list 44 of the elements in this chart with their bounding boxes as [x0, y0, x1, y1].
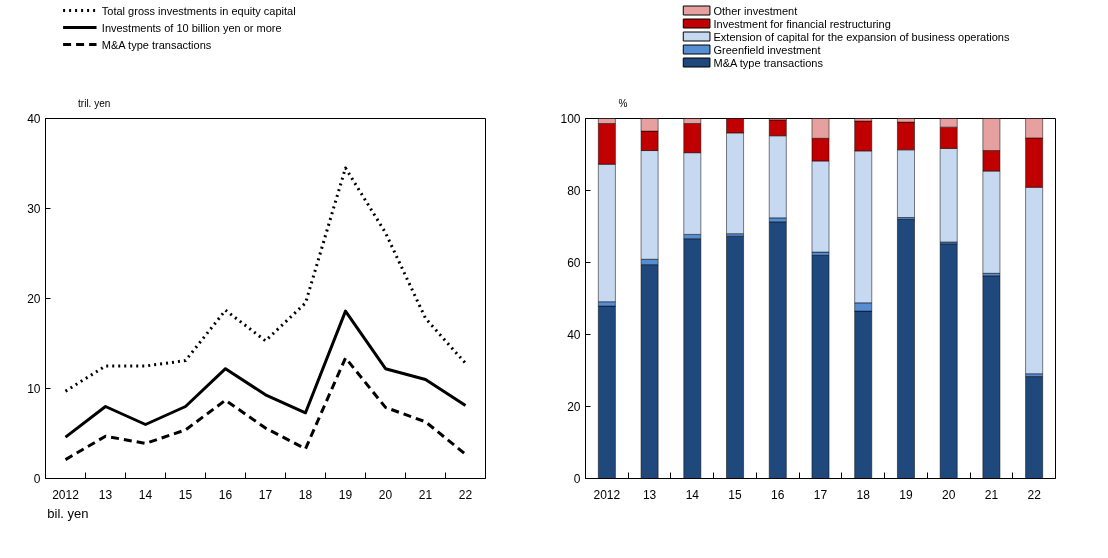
legend-label: Investment for financial restructuring	[713, 17, 891, 30]
legend-label: Extension of capital for the expansion of business operations	[713, 30, 1010, 43]
legend-label: Investments of 10 billion yen or more	[101, 21, 282, 34]
x-tick-label: 14	[138, 487, 153, 502]
x-tick-label: 13	[98, 487, 113, 502]
x-tick-label: 19	[899, 487, 913, 502]
x-tick-label: 21	[984, 487, 999, 502]
legend-label: Greenfield investment	[713, 43, 821, 56]
x-tick-label: 17	[258, 487, 273, 502]
x-tick-label: 18	[856, 487, 871, 502]
x-tick-label: 20	[378, 487, 393, 502]
x-tick-label: 16	[771, 487, 785, 502]
y-tick-label: 40	[567, 328, 581, 342]
y-tick-label: 100	[560, 112, 581, 126]
y-tick-label: 60	[567, 256, 581, 270]
x-tick-label: 21	[418, 487, 433, 502]
text: bil. yen	[47, 506, 89, 521]
x-tick-label: 13	[642, 487, 657, 502]
x-tick-label: 14	[685, 487, 700, 502]
y-tick-label: 40	[27, 112, 41, 126]
legend-label: M&A type transactions	[101, 38, 212, 51]
x-tick-label: 18	[298, 487, 313, 502]
x-tick-label: 2012	[593, 487, 621, 502]
x-tick-label: 15	[728, 487, 743, 502]
y-axis-title: %	[618, 97, 628, 109]
y-tick-label: 30	[27, 202, 41, 216]
x-tick-label: 2012	[52, 487, 80, 502]
x-tick-label: 16	[218, 487, 233, 502]
y-tick-label: 10	[27, 382, 41, 396]
x-tick-label: 15	[178, 487, 193, 502]
legend-label: Total gross investments in equity capital	[101, 4, 296, 17]
x-tick-label: 22	[1027, 487, 1042, 502]
x-tick-label: 17	[813, 487, 828, 502]
x-tick-label: 20	[942, 487, 956, 502]
y-tick-label: 80	[567, 184, 581, 198]
y-tick-label: 0	[33, 472, 41, 486]
y-tick-label: 0	[573, 472, 581, 486]
y-tick-label: 20	[27, 292, 41, 306]
legend-label: Other investment	[713, 4, 798, 17]
x-tick-label: 22	[458, 487, 473, 502]
legend-label: M&A type transactions	[713, 56, 824, 69]
y-axis-title: tril. yen	[78, 97, 111, 109]
x-tick-label: 19	[338, 487, 353, 502]
y-tick-label: 20	[567, 400, 581, 414]
